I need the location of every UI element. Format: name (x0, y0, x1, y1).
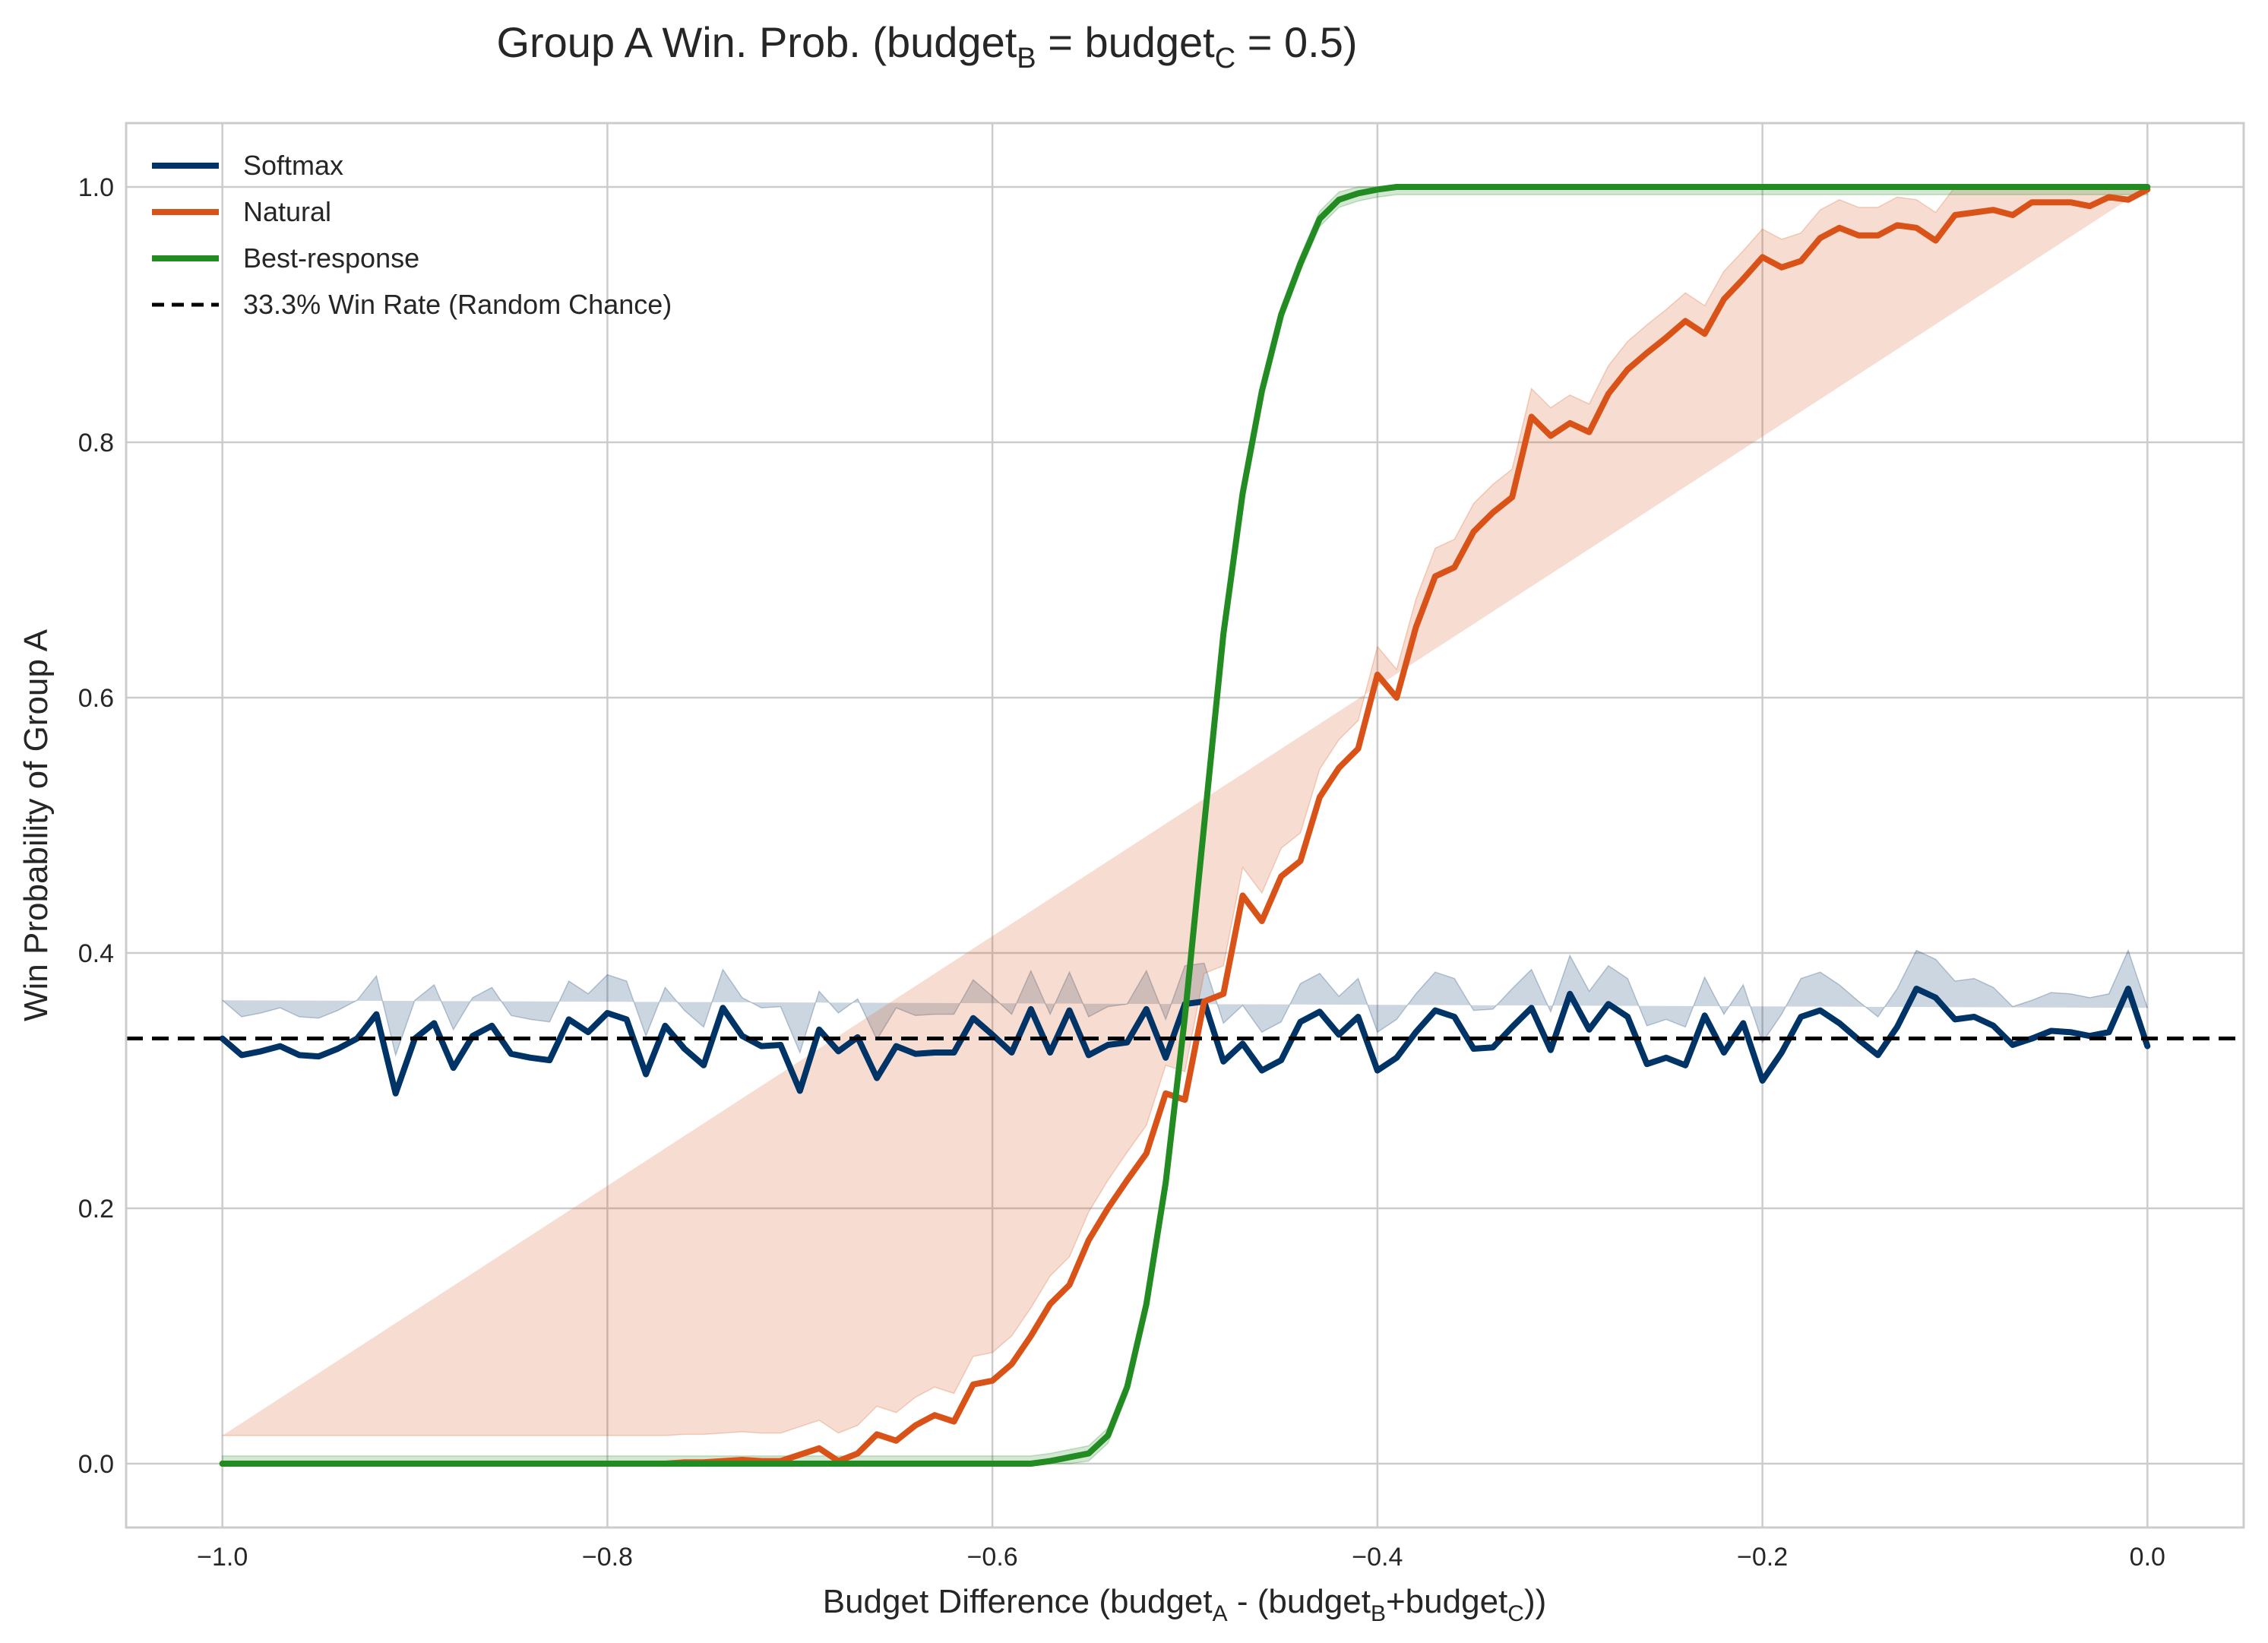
legend: Softmax Natural Best-response 33.3% Win Rat… (152, 150, 672, 320)
y-tick-label: 0.8 (78, 429, 114, 457)
plot-frame (125, 122, 2245, 1529)
grid (126, 123, 2244, 1527)
x-tick-label: −0.4 (1352, 1543, 1403, 1572)
x-tick-label: −1.0 (197, 1543, 248, 1572)
plot-background (126, 123, 2244, 1527)
band-natural (222, 186, 2148, 1436)
x-tick-label: −0.8 (582, 1543, 633, 1572)
series-lines (219, 184, 2151, 1467)
x-tick-label: −0.2 (1737, 1543, 1788, 1572)
x-tick-label: −0.6 (967, 1543, 1018, 1572)
plot-area (125, 122, 2245, 1529)
y-tick-label: 0.2 (78, 1195, 114, 1224)
y-tick-label: 1.0 (78, 173, 114, 202)
legend-label: Softmax (243, 150, 343, 181)
x-tick-label: 0.0 (2130, 1543, 2165, 1572)
legend-label: Natural (243, 196, 331, 227)
y-tick-label: 0.0 (78, 1450, 114, 1479)
y-axis-ticks: 0.0 0.2 0.4 0.6 0.8 1.0 (78, 173, 114, 1479)
chart-title: Group A Win. Prob. (budgetB = budgetC = … (496, 18, 1357, 74)
legend-label: Best-response (243, 242, 419, 274)
y-tick-label: 0.6 (78, 684, 114, 713)
legend-label: 33.3% Win Rate (Random Chance) (243, 289, 672, 320)
x-axis-ticks: −1.0 −0.8 −0.6 −0.4 −0.2 0.0 (197, 1543, 2165, 1572)
series-line-best-response (219, 184, 2151, 1467)
x-axis-label: Budget Difference (budgetA - (budgetB+bu… (823, 1583, 1547, 1626)
y-tick-label: 0.4 (78, 939, 114, 968)
y-axis-label: Win Probability of Group A (17, 628, 55, 1021)
